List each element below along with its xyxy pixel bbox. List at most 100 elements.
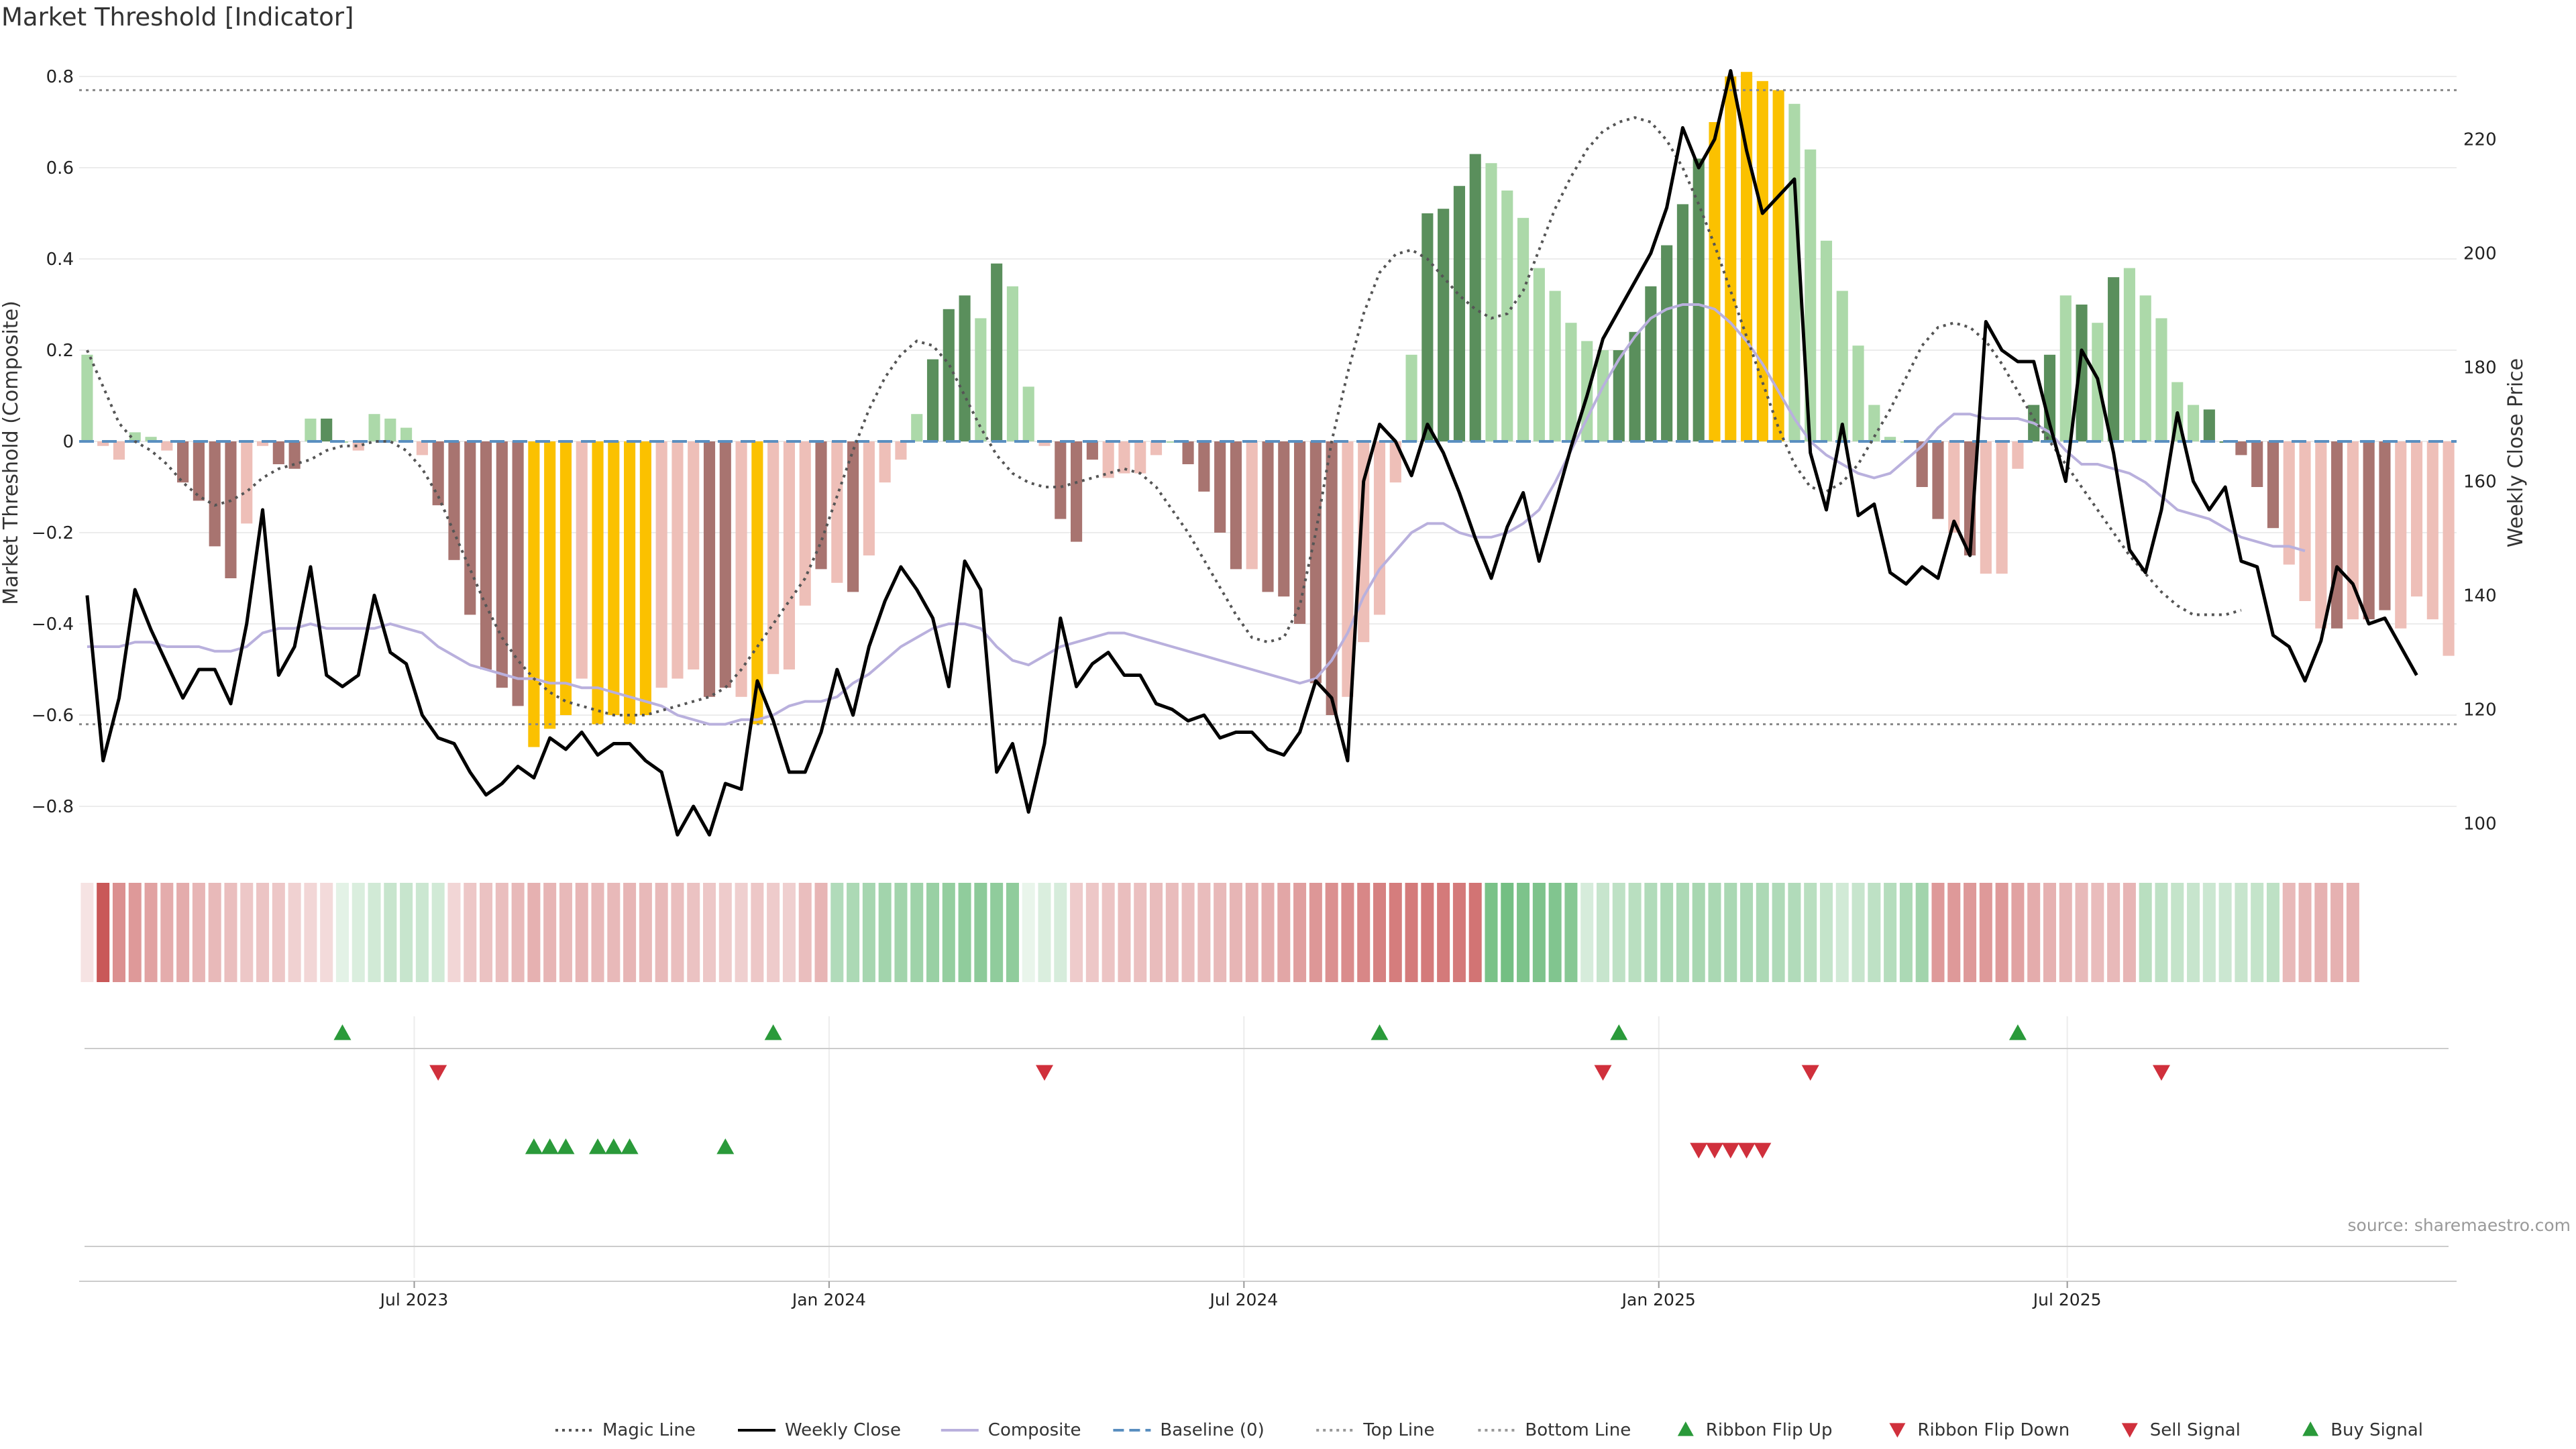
legend-label: Bottom Line [1525,1420,1631,1440]
composite-bar [1932,441,1944,519]
composite-bar [113,441,125,460]
composite-bar [1118,441,1130,474]
composite-bar [272,441,284,464]
composite-bar [368,414,380,441]
ribbon-cell [176,883,190,982]
composite-bar [2410,441,2423,597]
ribbon-cell [144,883,158,982]
ribbon-cell [1644,883,1658,982]
ribbon-cell [1054,883,1067,982]
ribbon-cell [926,883,940,982]
ribbon-cell [2043,883,2056,982]
composite-bar [911,414,923,441]
ribbon-cell [527,883,541,982]
y-tick-label: 0.6 [46,158,74,178]
composite-bar [863,441,875,555]
composite-bar [991,263,1003,441]
ribbon-cell [1214,883,1227,982]
composite-bar [1182,441,1194,464]
ribbon-cell [1229,883,1242,982]
sell-signal-marker [1690,1142,1708,1159]
composite-bar [2395,441,2407,629]
ribbon-cell [2314,883,2328,982]
composite-bar [400,427,413,441]
composite-bar [1150,441,1163,455]
y2-tick-label: 120 [2463,700,2497,720]
legend-label: Weekly Close [785,1420,901,1440]
ribbon-cell [1564,883,1578,982]
composite-bar [2347,441,2359,620]
composite-bar [1725,76,1737,441]
ribbon-cell [1102,883,1115,982]
legend-item: Ribbon Flip Up [1677,1420,1832,1440]
composite-bar [2108,277,2120,441]
composite-bar [1469,154,1481,441]
ribbon-cell [1389,883,1402,982]
ribbon-cell [2139,883,2152,982]
ribbon-flip-down-marker [1801,1065,1819,1081]
ribbon-cell [464,883,477,982]
ribbon-cell [1772,883,1785,982]
legend-label: Magic Line [602,1420,696,1440]
composite-bar [2059,295,2072,441]
y-tick-label: 0.8 [46,67,74,87]
composite-bar [1038,441,1051,446]
composite-bar [2283,441,2295,565]
ribbon-cell [1517,883,1530,982]
buy-signal-marker [604,1138,623,1155]
ribbon-cell [1022,883,1035,982]
composite-bar [1980,441,1992,574]
ribbon-cell [2346,883,2359,982]
y-axis-title: Market Threshold (Composite) [0,301,23,605]
composite-bar [1230,441,1242,570]
ribbon-cell [1070,883,1083,982]
ribbon-cell [910,883,924,982]
ribbon-cell [1357,883,1371,982]
ribbon-cell [878,883,892,982]
sell-signal-marker [1721,1142,1739,1159]
composite-bar [639,441,651,715]
composite-bar [592,441,604,724]
buy-signal-marker [541,1138,559,1155]
ribbon-flip-up-marker [333,1024,352,1040]
composite-line [87,303,2306,726]
ribbon-cell [256,883,270,982]
ribbon-cell [703,883,716,982]
ribbon-cell [751,883,764,982]
ribbon-cell [1740,883,1754,982]
buy-signal-marker [716,1138,735,1155]
legend-swatch [1677,1421,1694,1436]
ribbon-cell [2091,883,2104,982]
composite-bar [1485,163,1497,441]
composite-bar [1661,245,1673,441]
ribbon-cell [1532,883,1546,982]
composite-bar [2012,441,2024,469]
ribbon-cell [1038,883,1051,982]
ribbon-cell [814,883,828,982]
composite-bar [2076,305,2088,441]
composite-bar [2267,441,2279,529]
composite-bar [1629,331,1641,441]
composite-bar [1756,80,1768,442]
composite-bar [2363,441,2375,620]
legend-item: Top Line [1316,1420,1435,1440]
y2-tick-label: 220 [2463,130,2497,150]
composite-bar [1102,441,1114,478]
legend-item: Composite [941,1420,1081,1440]
y-tick-label: 0.4 [46,250,74,270]
ribbon-cell [1788,883,1801,982]
composite-bar [2443,441,2455,656]
composite-bar [559,441,572,715]
composite-bar [2426,441,2438,620]
composite-bar [1389,441,1401,483]
ribbon-cell [1819,883,1833,982]
source-credit: source: sharemaestro.com [2347,1216,2571,1235]
legend-item: Weekly Close [738,1420,901,1440]
ribbon-cell [2059,883,2072,982]
composite-bar [2299,441,2311,601]
composite-bar [1246,441,1258,570]
composite-bar [735,441,747,697]
composite-bar [1405,354,1417,441]
composite-bar [1421,213,1434,441]
